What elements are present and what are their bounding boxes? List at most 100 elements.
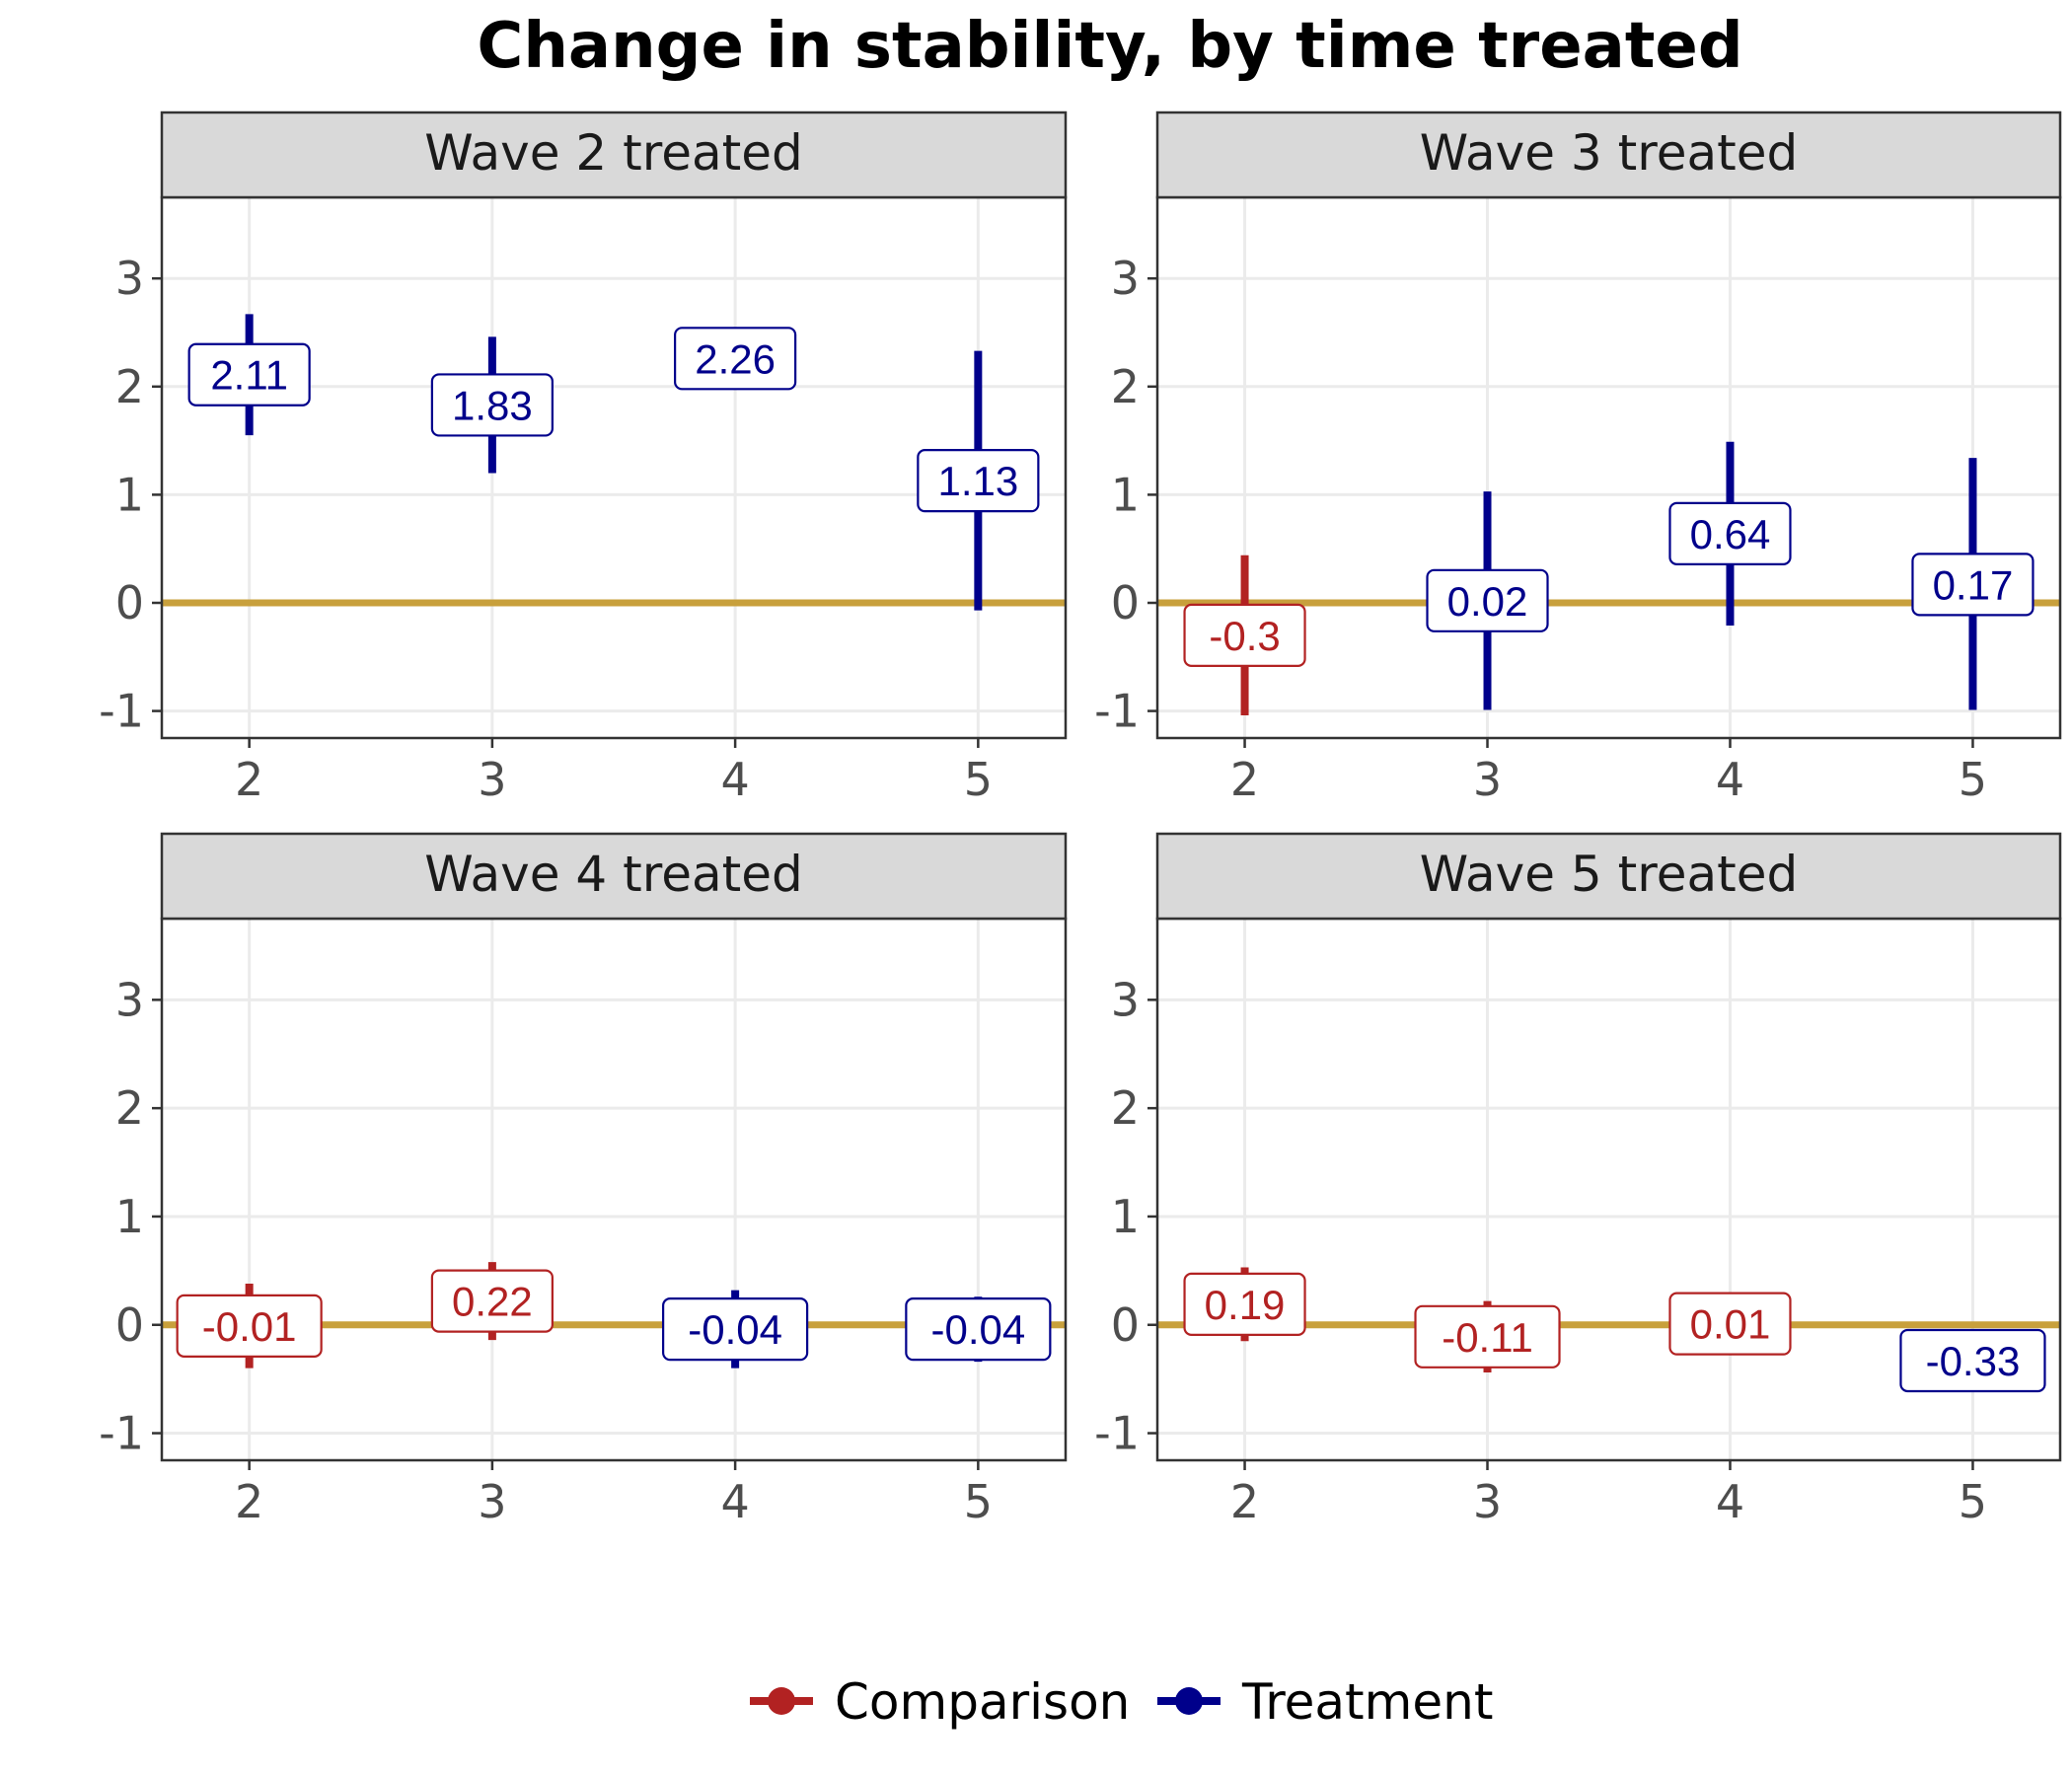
x-tick-label: 2: [1230, 753, 1259, 806]
data-label-text: 2.11: [210, 352, 288, 399]
data-label: 0.22: [430, 1269, 554, 1333]
data-label: -0.33: [1899, 1328, 2046, 1393]
y-tick-label: -1: [99, 685, 144, 738]
facet-strip: [160, 832, 1068, 921]
facet-strip: [1155, 832, 2062, 921]
data-label: 1.83: [430, 373, 554, 437]
data-label-box: [1668, 501, 1792, 565]
data-label-text: 0.01: [1690, 1301, 1771, 1348]
data-label: 0.19: [1183, 1272, 1306, 1336]
facet-title: Wave 3 treated: [1420, 124, 1798, 182]
y-tick-label: 3: [115, 973, 144, 1026]
facet-title: Wave 4 treated: [424, 846, 802, 903]
data-label-text: -0.04: [688, 1306, 782, 1353]
facet-strip: [160, 111, 1068, 199]
data-label-box: [917, 449, 1040, 513]
data-label-box: [1426, 568, 1549, 632]
data-label-box: [674, 327, 797, 391]
data-label-text: 0.22: [452, 1279, 533, 1325]
data-label-box: [430, 373, 554, 437]
y-tick-label: 2: [1111, 1081, 1140, 1135]
plot-background: [162, 919, 1066, 1460]
x-tick-label: 5: [964, 1475, 993, 1528]
data-label-text: -0.11: [1442, 1314, 1533, 1361]
data-label-box: [187, 342, 311, 407]
data-label-text: 0.64: [1690, 511, 1771, 557]
legend-entry: Treatment: [1157, 1673, 1493, 1731]
data-label: 1.13: [917, 449, 1040, 513]
data-label-box: [1911, 553, 2035, 617]
y-tick-label: 1: [1111, 1190, 1140, 1243]
data-label-text: 1.13: [937, 458, 1018, 504]
x-tick-label: 3: [478, 1475, 506, 1528]
facet-panels: 2.11 1.83 2.26 1.13 Wave 2 treated -1 0 1 2 3 2 3 4 5…: [99, 111, 2062, 1528]
x-tick-label: 2: [1230, 1475, 1259, 1528]
x-tick-label: 5: [1959, 753, 1987, 806]
y-tick-label: 0: [115, 1298, 144, 1352]
y-tick-label: 2: [1111, 360, 1140, 413]
data-label-text: -0.04: [930, 1306, 1025, 1353]
x-tick-label: 4: [720, 753, 749, 806]
legend-key-point: [768, 1687, 795, 1715]
data-label-text: 0.02: [1447, 578, 1528, 625]
x-tick-label: 5: [1959, 1475, 1987, 1528]
data-label-box: [662, 1297, 809, 1362]
data-label-box: [1183, 603, 1306, 667]
facet-strip: [1155, 111, 2062, 199]
legend-label: Treatment: [1241, 1673, 1493, 1731]
legend-key-point: [1175, 1687, 1203, 1715]
y-tick-label: 2: [115, 360, 144, 413]
x-tick-label: 3: [1473, 1475, 1502, 1528]
y-tick-label: 3: [1111, 252, 1140, 305]
y-tick-label: 1: [115, 1190, 144, 1243]
data-label: 2.26: [674, 327, 797, 391]
y-tick-label: 0: [115, 576, 144, 629]
x-tick-label: 5: [964, 753, 993, 806]
data-label-text: 0.17: [1933, 561, 2014, 608]
data-label-box: [1668, 1292, 1792, 1356]
data-label-box: [430, 1269, 554, 1333]
facet-title: Wave 5 treated: [1420, 846, 1798, 903]
chart-title: Change in stability, by time treated: [477, 10, 1742, 83]
legend: Comparison Treatment: [750, 1673, 1493, 1731]
data-label: -0.01: [176, 1294, 323, 1358]
y-tick-label: 2: [115, 1081, 144, 1135]
data-label-box: [905, 1297, 1052, 1362]
data-label-text: 1.83: [452, 382, 533, 428]
facet-panel: 2.11 1.83 2.26 1.13 Wave 2 treated -1 0 1 2 3 2 3 4 5: [99, 111, 1068, 806]
x-tick-label: 3: [478, 753, 506, 806]
data-label-box: [176, 1294, 323, 1358]
x-tick-label: 2: [235, 1475, 263, 1528]
plot-background: [162, 197, 1066, 738]
x-tick-label: 4: [720, 1475, 749, 1528]
data-label: 0.64: [1668, 501, 1792, 565]
legend-entry: Comparison: [750, 1673, 1130, 1731]
data-label: -0.04: [905, 1297, 1052, 1362]
data-label-text: 0.19: [1205, 1282, 1286, 1328]
data-label: 0.17: [1911, 553, 2035, 617]
x-tick-label: 3: [1473, 753, 1502, 806]
data-label: 0.01: [1668, 1292, 1792, 1356]
facet-title: Wave 2 treated: [424, 124, 802, 182]
y-tick-label: 1: [115, 468, 144, 521]
y-tick-label: 3: [115, 252, 144, 305]
y-tick-label: -1: [99, 1407, 144, 1460]
data-label: 0.02: [1426, 568, 1549, 632]
y-tick-label: 3: [1111, 973, 1140, 1026]
facet-panel: -0.01 0.22 -0.04 -0.04 Wave 4 treated -1 0 1 2 3 2…: [99, 832, 1068, 1528]
facet-panel: 0.19 -0.11 0.01 -0.33 Wave 5 treated -1 0 1 2 3 2 3…: [1094, 832, 2062, 1528]
data-label: 2.11: [187, 342, 311, 407]
y-tick-label: 0: [1111, 576, 1140, 629]
data-label-box: [1899, 1328, 2046, 1393]
x-tick-label: 2: [235, 753, 263, 806]
x-tick-label: 4: [1716, 1475, 1744, 1528]
data-label-text: -0.01: [202, 1303, 297, 1350]
y-tick-label: 0: [1111, 1298, 1140, 1352]
plot-background: [1157, 197, 2060, 738]
x-tick-label: 4: [1716, 753, 1744, 806]
legend-label: Comparison: [835, 1673, 1130, 1731]
data-label: -0.11: [1414, 1304, 1561, 1369]
data-label: -0.3: [1183, 603, 1306, 667]
data-label-text: -0.33: [1926, 1338, 2021, 1384]
